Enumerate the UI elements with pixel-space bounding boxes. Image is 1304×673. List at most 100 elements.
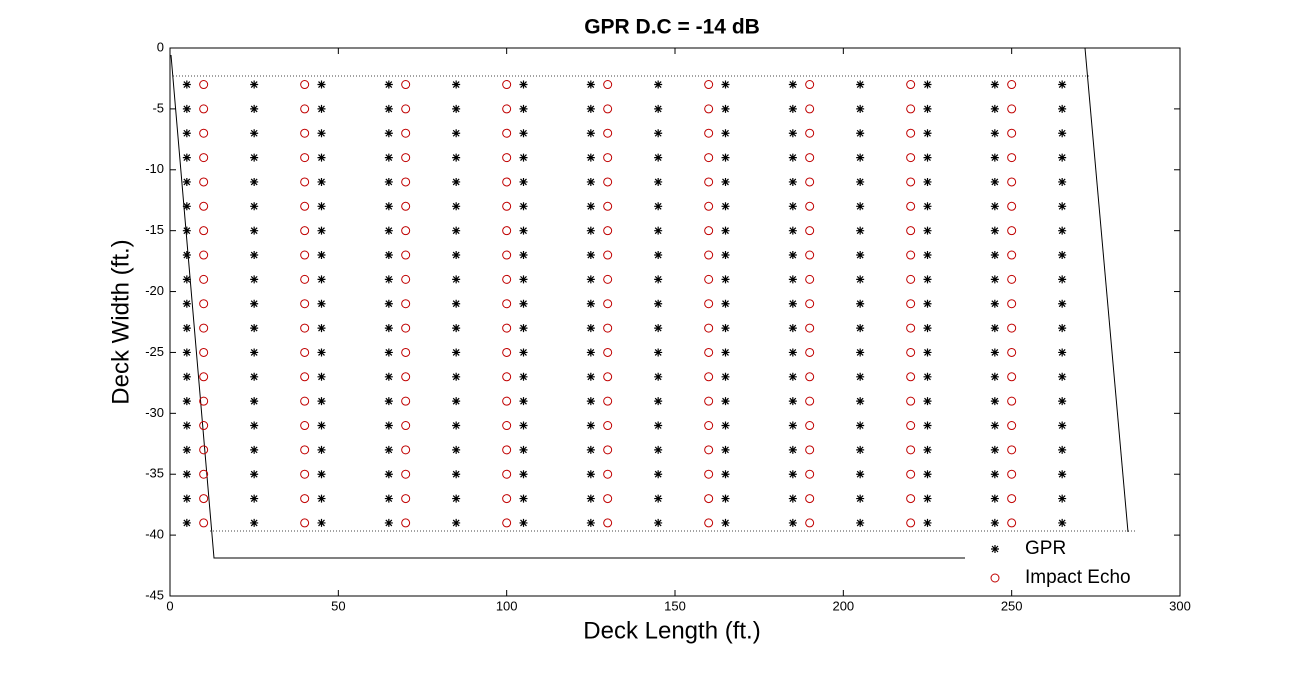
- y-tick-label: -40: [145, 527, 164, 542]
- point: [805, 104, 815, 114]
- y-axis-label: Deck Width (ft.): [107, 239, 134, 404]
- point: [603, 274, 613, 284]
- point: [300, 372, 310, 382]
- point: [384, 226, 393, 235]
- point: [603, 396, 613, 406]
- point: [401, 494, 411, 504]
- point: [923, 518, 932, 527]
- point: [182, 518, 191, 527]
- point: [603, 421, 613, 431]
- point: [1007, 299, 1017, 309]
- deck-outline: [170, 54, 965, 559]
- point: [317, 80, 326, 89]
- point: [300, 421, 310, 431]
- point: [788, 470, 797, 479]
- point: [250, 177, 259, 186]
- point: [452, 445, 461, 454]
- point: [721, 299, 730, 308]
- point: [502, 153, 512, 163]
- point: [1007, 226, 1017, 236]
- point: [502, 469, 512, 479]
- point: [300, 128, 310, 138]
- point: [654, 275, 663, 284]
- point: [199, 153, 209, 163]
- point: [704, 80, 714, 90]
- point: [906, 274, 916, 284]
- point: [805, 177, 815, 187]
- point: [250, 251, 259, 260]
- point: [654, 470, 663, 479]
- point: [654, 129, 663, 138]
- point: [250, 202, 259, 211]
- point: [990, 421, 999, 430]
- point: [401, 445, 411, 455]
- point: [788, 202, 797, 211]
- point: [182, 372, 191, 381]
- point: [603, 518, 613, 528]
- point: [519, 445, 528, 454]
- point: [384, 177, 393, 186]
- point: [502, 494, 512, 504]
- point: [805, 469, 815, 479]
- point: [502, 226, 512, 236]
- point: [586, 494, 595, 503]
- point: [586, 104, 595, 113]
- point: [990, 348, 999, 357]
- point: [923, 226, 932, 235]
- point: [250, 445, 259, 454]
- point: [923, 275, 932, 284]
- point: [906, 153, 916, 163]
- point: [182, 348, 191, 357]
- point: [856, 518, 865, 527]
- point: [586, 202, 595, 211]
- x-tick-label: 300: [1169, 598, 1191, 613]
- point: [1007, 104, 1017, 114]
- point: [384, 421, 393, 430]
- point: [586, 129, 595, 138]
- point: [502, 323, 512, 333]
- point: [990, 202, 999, 211]
- point: [805, 445, 815, 455]
- point: [721, 129, 730, 138]
- point: [788, 324, 797, 333]
- point: [199, 226, 209, 236]
- point: [199, 445, 209, 455]
- x-tick-label: 250: [1001, 598, 1023, 613]
- point: [182, 251, 191, 260]
- point: [384, 348, 393, 357]
- point: [401, 323, 411, 333]
- point: [519, 153, 528, 162]
- point: [603, 226, 613, 236]
- y-tick-label: -35: [145, 466, 164, 481]
- point: [923, 177, 932, 186]
- point: [805, 226, 815, 236]
- point: [788, 275, 797, 284]
- point: [317, 397, 326, 406]
- point: [452, 372, 461, 381]
- point: [250, 226, 259, 235]
- point: [182, 324, 191, 333]
- point: [856, 372, 865, 381]
- point: [300, 201, 310, 211]
- point: [300, 445, 310, 455]
- point: [990, 153, 999, 162]
- point: [1007, 518, 1017, 528]
- point: [401, 518, 411, 528]
- deck-outline: [1084, 47, 1129, 533]
- point: [452, 202, 461, 211]
- point: [654, 177, 663, 186]
- point: [856, 153, 865, 162]
- point: [199, 323, 209, 333]
- point: [300, 518, 310, 528]
- point: [1058, 275, 1067, 284]
- point: [452, 494, 461, 503]
- y-tick-label: -5: [152, 100, 164, 115]
- point: [906, 201, 916, 211]
- point: [519, 202, 528, 211]
- point: [1058, 518, 1067, 527]
- point: [805, 274, 815, 284]
- point: [401, 347, 411, 357]
- point: [1058, 251, 1067, 260]
- point: [586, 251, 595, 260]
